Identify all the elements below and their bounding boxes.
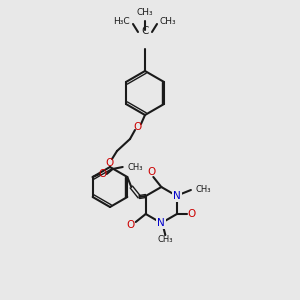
Text: N: N [158,218,165,228]
Text: N: N [173,191,181,201]
Text: O: O [188,209,196,219]
Text: O: O [99,169,107,179]
Text: CH₃: CH₃ [160,17,177,26]
Text: O: O [127,220,135,230]
Text: O: O [106,158,114,168]
Text: CH₃: CH₃ [196,185,212,194]
Text: CH₃: CH₃ [158,236,173,244]
Text: H₃C: H₃C [113,17,130,26]
Text: O: O [134,122,142,132]
Text: C: C [141,26,149,36]
Text: CH₃: CH₃ [128,163,143,172]
Text: CH₃: CH₃ [137,8,153,17]
Text: O: O [147,167,155,177]
